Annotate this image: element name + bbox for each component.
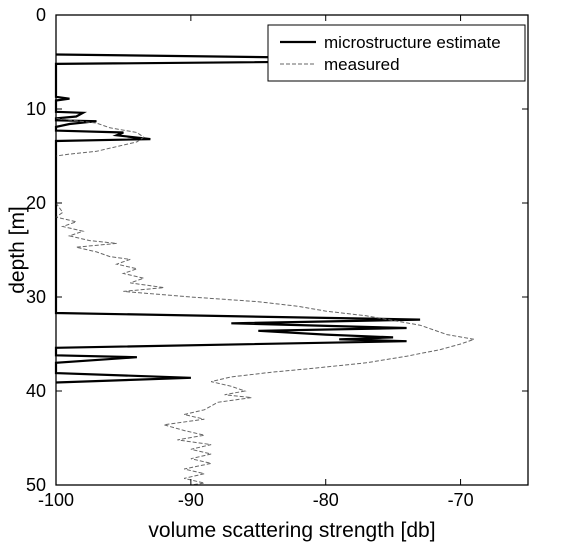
x-tick-label: -90 bbox=[178, 490, 204, 510]
series-line-measured bbox=[54, 117, 477, 486]
x-tick-label: -70 bbox=[448, 490, 474, 510]
legend-label-microstructure-estimate: microstructure estimate bbox=[324, 33, 501, 52]
x-tick-label: -100 bbox=[38, 490, 74, 510]
y-tick-label: 10 bbox=[26, 99, 46, 119]
y-tick-label: 0 bbox=[36, 5, 46, 25]
x-axis-label: volume scattering strength [db] bbox=[148, 519, 435, 542]
y-axis-label: depth [m] bbox=[6, 206, 29, 294]
y-tick-label: 40 bbox=[26, 381, 46, 401]
x-tick-label: -80 bbox=[313, 490, 339, 510]
y-tick-label: 50 bbox=[26, 475, 46, 495]
legend-box bbox=[267, 24, 526, 82]
ticks-layer: -100 -90 -80 -70 0 10 20 30 40 50 bbox=[26, 5, 528, 510]
y-tick-label: 20 bbox=[26, 193, 46, 213]
legend-label-measured: measured bbox=[324, 55, 400, 74]
plot-area-frame bbox=[55, 14, 529, 486]
legend: microstructure estimate measured bbox=[267, 24, 526, 82]
y-tick-label: 30 bbox=[26, 287, 46, 307]
